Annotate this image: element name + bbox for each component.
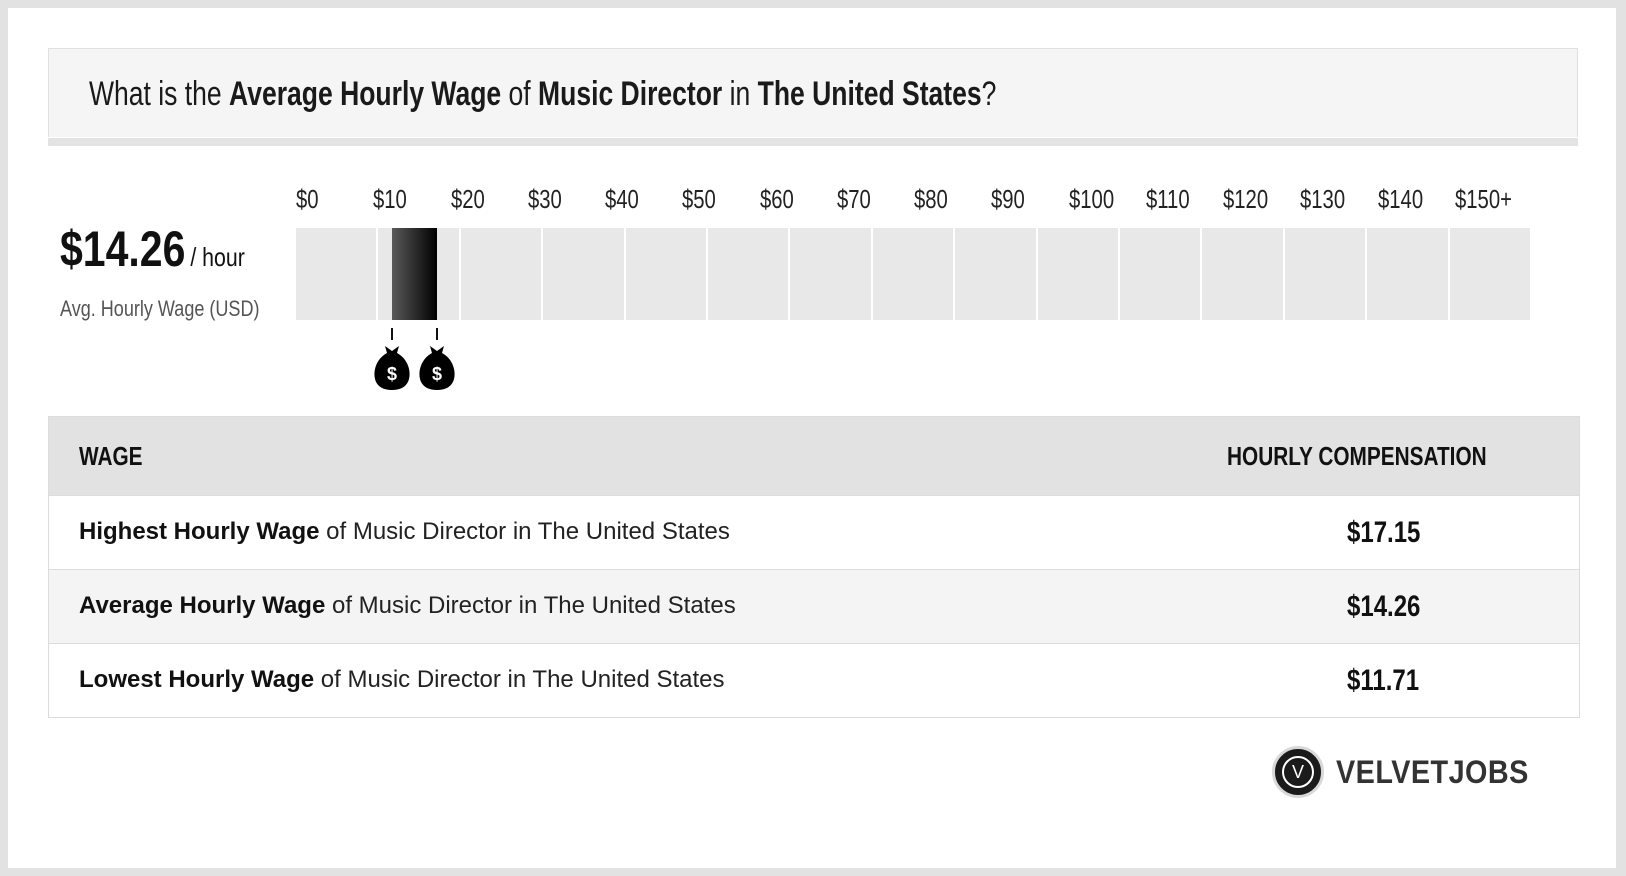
table-row: Lowest Hourly Wage of Music Director in …	[49, 643, 1579, 717]
track-cell	[543, 228, 624, 320]
row-value: $11.71	[1347, 664, 1420, 697]
x-tick-label: $120	[1223, 184, 1269, 214]
money-bag-icon: $	[417, 328, 457, 392]
money-bag-icon: $	[372, 328, 412, 392]
svg-text:$: $	[432, 364, 442, 384]
track-cell	[1449, 228, 1530, 320]
row-label: Lowest Hourly Wage of Music Director in …	[79, 666, 725, 693]
x-tick-label: $80	[914, 184, 948, 214]
x-tick-label: $90	[991, 184, 1026, 214]
average-wage-unit: / hour	[190, 242, 245, 272]
row-label: Highest Hourly Wage of Music Director in…	[79, 518, 730, 545]
x-tick-label: $100	[1068, 184, 1114, 214]
wage-range-chart: $0 $10 $20 $30 $40 $50 $60 $70 $80 $90 $100 $110 $12…	[296, 184, 1580, 404]
track-cell	[872, 228, 954, 320]
velvetjobs-logo-icon: V	[1272, 746, 1324, 798]
x-tick-label: $130	[1300, 184, 1346, 214]
track-cell	[708, 228, 789, 320]
header-divider	[48, 138, 1578, 146]
average-wage: $14.26/ hour	[60, 220, 245, 278]
question-title: What is the Average Hourly Wage of Music…	[89, 75, 997, 113]
x-tick-label: $110	[1145, 184, 1190, 214]
x-tick-label: $140	[1377, 184, 1423, 214]
average-wage-value: $14.26	[60, 221, 186, 277]
x-tick-label: $40	[605, 184, 639, 214]
x-tick-label: $60	[759, 184, 794, 214]
x-tick-label: $0	[296, 184, 319, 214]
header-wage: WAGE	[79, 441, 143, 471]
track-cell	[1284, 228, 1366, 320]
x-tick-label: $20	[450, 184, 485, 214]
row-label: Average Hourly Wage of Music Director in…	[79, 592, 736, 619]
x-tick-label: $50	[682, 184, 717, 214]
track-cell	[955, 228, 1036, 320]
track-cell	[625, 228, 706, 320]
x-tick-label: $70	[836, 184, 871, 214]
x-tick-label: $150+	[1454, 184, 1512, 214]
wage-table: WAGE HOURLY COMPENSATION Highest Hourly …	[48, 416, 1580, 718]
question-header: What is the Average Hourly Wage of Music…	[48, 48, 1578, 137]
table-header: WAGE HOURLY COMPENSATION	[49, 417, 1579, 495]
wage-card: What is the Average Hourly Wage of Music…	[8, 8, 1616, 868]
track-cell	[296, 228, 377, 320]
row-value: $14.26	[1347, 590, 1421, 623]
track-cell	[1037, 228, 1118, 320]
track-cell	[1202, 228, 1283, 320]
header-hourly-compensation: HOURLY COMPENSATION	[1227, 441, 1487, 471]
x-tick-label: $10	[373, 184, 408, 214]
table-row: Highest Hourly Wage of Music Director in…	[49, 495, 1579, 569]
average-wage-label: Avg. Hourly Wage (USD)	[60, 296, 260, 321]
track-cell	[1367, 228, 1448, 320]
wage-range-bar	[392, 228, 438, 320]
svg-text:$: $	[387, 364, 397, 384]
brand-name: VELVETJOBS	[1336, 754, 1529, 790]
table-row: Average Hourly Wage of Music Director in…	[49, 569, 1579, 643]
chart-track	[296, 228, 1532, 320]
track-cell	[790, 228, 871, 320]
row-value: $17.15	[1347, 516, 1421, 549]
track-cell	[1120, 228, 1201, 320]
track-cell	[460, 228, 542, 320]
x-tick-label: $30	[527, 184, 562, 214]
